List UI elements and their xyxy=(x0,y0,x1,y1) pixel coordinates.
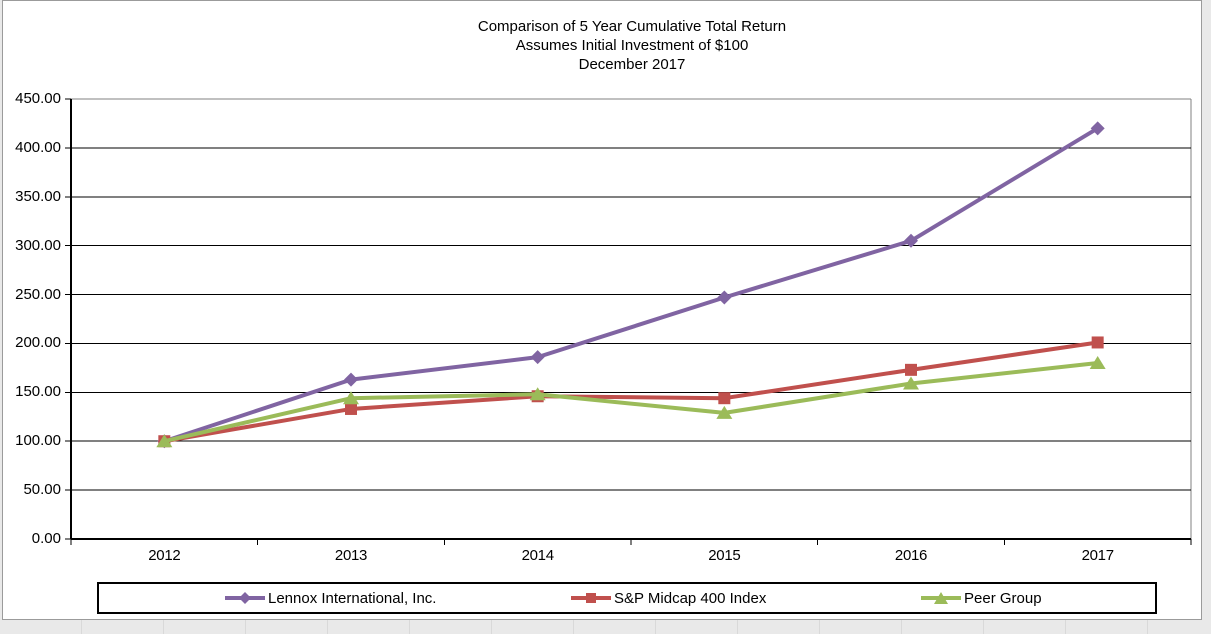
y-axis-tick-label: 400.00 xyxy=(15,138,61,156)
legend-label: S&P Midcap 400 Index xyxy=(614,589,767,607)
legend-marker-triangle-icon xyxy=(921,592,961,604)
x-axis-tick-label: 2015 xyxy=(708,547,741,564)
legend: Lennox International, Inc. S&P Midcap 400… xyxy=(97,582,1157,614)
chart-canvas xyxy=(65,98,1192,545)
excel-chart-object[interactable]: Comparison of 5 Year Cumulative Total Re… xyxy=(2,0,1202,620)
x-axis-tick-label: 2014 xyxy=(521,547,554,564)
chart-title-line-3: December 2017 xyxy=(578,56,686,73)
legend-item-diamond: Lennox International, Inc. xyxy=(225,587,436,609)
y-axis-tick-label: 150.00 xyxy=(15,383,61,401)
y-axis-tick-label: 350.00 xyxy=(15,187,61,205)
y-axis-tick-label: 0.00 xyxy=(31,530,61,547)
y-axis-tick-label: 300.00 xyxy=(15,236,61,254)
y-axis-tick-label: 450.00 xyxy=(15,90,61,107)
legend-label: Peer Group xyxy=(964,589,1042,607)
chart-title-line-2: Assumes Initial Investment of $100 xyxy=(515,37,749,54)
legend-marker-diamond-icon xyxy=(225,592,265,604)
legend-item-triangle: Peer Group xyxy=(921,587,1042,609)
chart-title: Comparison of 5 Year Cumulative Total Re… xyxy=(71,17,1193,74)
x-axis-tick-label: 2012 xyxy=(148,547,181,564)
x-axis-tick-label: 2017 xyxy=(1081,547,1114,564)
x-axis-tick-label: 2016 xyxy=(894,547,928,564)
legend-marker-square-icon xyxy=(571,593,611,603)
y-axis-tick-label: 100.00 xyxy=(15,432,61,450)
y-axis-tick-label: 50.00 xyxy=(23,481,61,499)
y-axis-tick-label: 200.00 xyxy=(15,334,61,352)
chart-title-line-1: Comparison of 5 Year Cumulative Total Re… xyxy=(477,18,787,35)
legend-item-square: S&P Midcap 400 Index xyxy=(571,587,766,609)
y-axis-tick-label: 250.00 xyxy=(15,285,61,303)
legend-label: Lennox International, Inc. xyxy=(268,589,437,607)
x-axis-tick-label: 2013 xyxy=(334,547,368,564)
